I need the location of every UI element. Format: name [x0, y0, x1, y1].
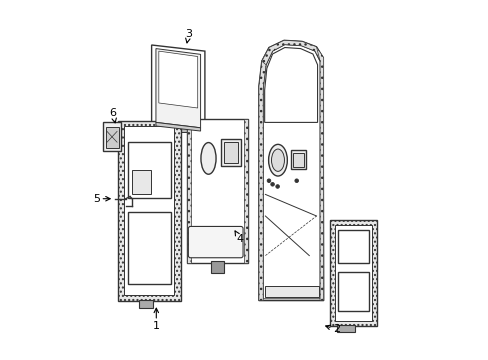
Text: 6: 6: [109, 108, 116, 123]
Text: 5: 5: [93, 194, 110, 204]
Bar: [291, 150, 306, 169]
Bar: [103, 122, 121, 151]
Bar: [211, 261, 223, 273]
Bar: [329, 220, 376, 326]
Bar: [127, 212, 170, 284]
Bar: [124, 126, 174, 295]
Bar: [265, 286, 319, 297]
Polygon shape: [156, 122, 200, 131]
Polygon shape: [156, 49, 200, 128]
Bar: [335, 225, 371, 321]
Circle shape: [294, 179, 298, 183]
Ellipse shape: [201, 143, 216, 174]
Bar: [221, 139, 241, 166]
Text: 2: 2: [325, 324, 339, 334]
Polygon shape: [261, 40, 320, 65]
Text: 1: 1: [152, 308, 160, 331]
Bar: [186, 119, 191, 263]
Polygon shape: [258, 40, 323, 301]
Bar: [118, 121, 181, 301]
Polygon shape: [264, 48, 317, 122]
Polygon shape: [314, 47, 323, 301]
FancyBboxPatch shape: [188, 226, 243, 258]
Ellipse shape: [268, 144, 287, 176]
Bar: [170, 125, 186, 132]
Circle shape: [275, 185, 279, 188]
Bar: [139, 300, 153, 308]
Bar: [337, 230, 368, 263]
Polygon shape: [151, 45, 204, 131]
Circle shape: [270, 183, 274, 186]
Text: 4: 4: [235, 231, 243, 244]
Bar: [186, 119, 247, 263]
Bar: [337, 325, 354, 332]
Text: 3: 3: [185, 29, 192, 43]
Bar: [132, 170, 151, 194]
Circle shape: [266, 179, 270, 183]
Bar: [337, 272, 368, 311]
Bar: [244, 119, 247, 263]
Ellipse shape: [271, 149, 284, 171]
Bar: [293, 153, 304, 167]
Polygon shape: [258, 48, 272, 301]
Bar: [224, 142, 238, 163]
Polygon shape: [159, 51, 197, 108]
Bar: [127, 142, 170, 198]
Bar: [105, 127, 118, 148]
